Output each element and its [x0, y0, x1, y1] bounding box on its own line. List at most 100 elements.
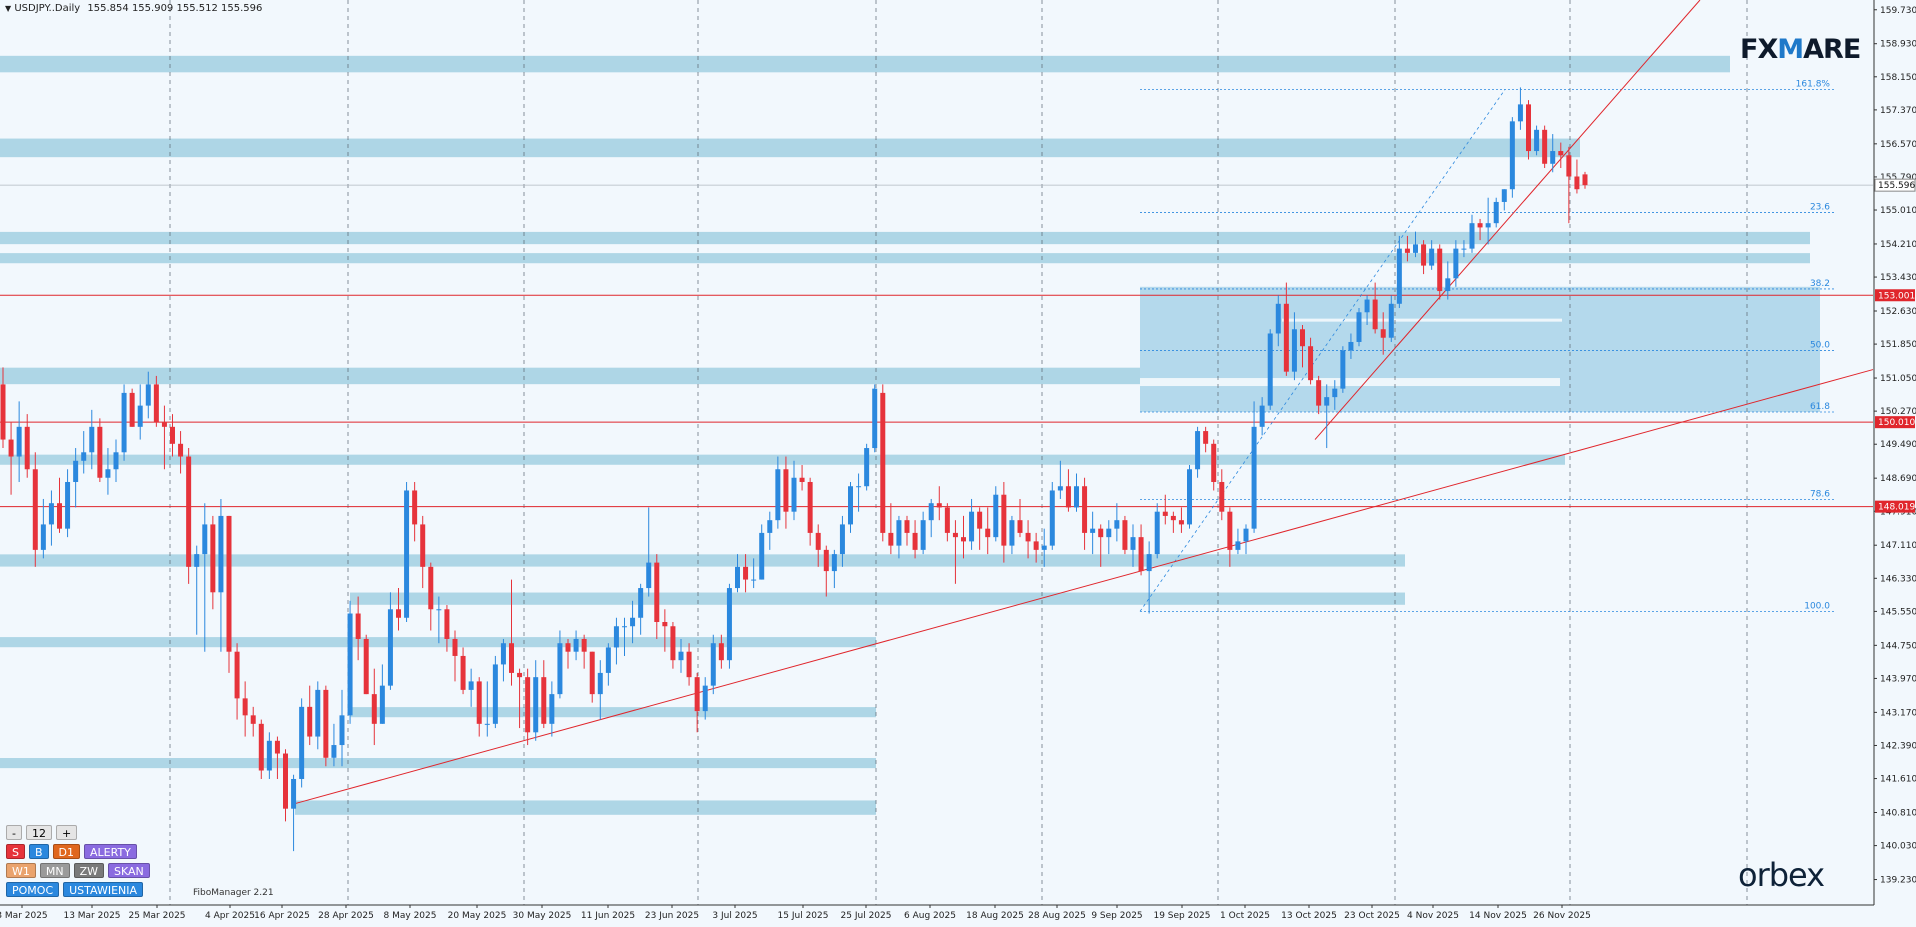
candle-body	[32, 469, 38, 550]
candle-body	[1082, 486, 1088, 533]
candle-body	[1211, 443, 1217, 482]
zone-band	[0, 454, 1565, 465]
fib-level-label: 38.2	[1810, 279, 1830, 289]
control-button-pomoc[interactable]: POMOC	[6, 882, 60, 897]
candle-body	[40, 524, 46, 550]
candle-body	[1106, 528, 1112, 538]
control-panel: - 12 + S B D1 ALERTY W1 MN ZW SKAN POMOC USTAWI…	[6, 825, 150, 897]
minus-button[interactable]: -	[6, 825, 22, 840]
candle-body	[1485, 223, 1491, 228]
y-tick-label: 157.370	[1880, 106, 1916, 116]
candle-body	[404, 490, 410, 618]
candle-body	[412, 490, 418, 525]
candle-body	[1114, 520, 1120, 529]
candle-body	[371, 694, 377, 724]
control-button-ustawienia[interactable]: USTAWIENIA	[63, 882, 144, 897]
candle-body	[315, 689, 321, 737]
candle-body	[1227, 511, 1233, 550]
x-tick-label: 18 Aug 2025	[966, 911, 1024, 921]
y-tick-label: 142.390	[1880, 741, 1916, 751]
candle-body	[1550, 151, 1556, 164]
candle-body	[65, 481, 71, 529]
candle-body	[581, 638, 587, 652]
candle-body	[1501, 189, 1507, 202]
candle-body	[1243, 528, 1249, 542]
candle-body	[1041, 545, 1047, 550]
candle-body	[1154, 511, 1160, 555]
candle-body	[605, 647, 611, 673]
control-button-zw[interactable]: ZW	[73, 863, 105, 878]
candle-body	[985, 528, 991, 538]
control-button-b[interactable]: B	[28, 844, 49, 859]
candle-body	[1372, 299, 1378, 330]
x-tick-label: 26 Nov 2025	[1533, 911, 1591, 921]
collapse-triangle-icon[interactable]: ▼	[5, 4, 12, 13]
candle-body	[226, 515, 232, 652]
candle-body	[1477, 223, 1483, 228]
candle-body	[1291, 329, 1297, 372]
candle-body	[1421, 244, 1427, 266]
y-tick-label: 147.110	[1880, 541, 1916, 551]
control-button-d1[interactable]: D1	[52, 844, 80, 859]
candle-body	[210, 524, 216, 593]
fxmare-left: FX	[1740, 34, 1778, 65]
candle-body	[1404, 248, 1410, 253]
candle-body	[638, 588, 644, 618]
candle-body	[1413, 244, 1418, 253]
candle-body	[218, 515, 224, 593]
y-tick-label: 158.930	[1880, 40, 1916, 50]
candle-body	[1300, 329, 1305, 347]
x-tick-label: 9 Sep 2025	[1091, 911, 1142, 921]
control-button-mn[interactable]: MN	[39, 863, 70, 878]
control-button-w1[interactable]: W1	[6, 863, 36, 878]
fib-level-label: 78.6	[1810, 489, 1830, 499]
candle-body	[1534, 129, 1540, 152]
candle-body	[928, 503, 934, 521]
candle-body	[420, 524, 426, 567]
y-tick-label: 144.750	[1880, 641, 1916, 651]
candle-body	[904, 520, 910, 533]
x-tick-label: 13 Oct 2025	[1281, 911, 1337, 921]
plus-button[interactable]: +	[56, 825, 78, 840]
zone-band	[0, 758, 876, 769]
y-tick-label: 155.790	[1880, 173, 1916, 183]
control-button-skan[interactable]: SKAN	[108, 863, 150, 878]
candle-body	[710, 643, 716, 686]
x-tick-label: 4 Apr 2025	[205, 911, 255, 921]
y-tick-label: 151.850	[1880, 340, 1916, 350]
x-tick-label: 28 Aug 2025	[1028, 911, 1086, 921]
control-button-s[interactable]: S	[6, 844, 25, 859]
candle-body	[726, 588, 732, 661]
y-tick-label: 139.230	[1880, 876, 1916, 886]
candle-body	[1074, 486, 1079, 508]
candle-body	[1162, 511, 1168, 516]
x-tick-label: 3 Jul 2025	[712, 911, 757, 921]
candle-body	[541, 677, 547, 724]
fib-level-label: 161.8%	[1796, 80, 1831, 90]
y-tick-label: 158.150	[1880, 73, 1916, 83]
candle-body	[258, 723, 264, 771]
x-tick-label: 25 Mar 2025	[128, 911, 185, 921]
candle-body	[1195, 431, 1201, 470]
x-tick-label: 3 Mar 2025	[0, 911, 48, 921]
candle-body	[1057, 486, 1063, 491]
zone-band	[350, 707, 876, 718]
candle-body	[161, 422, 167, 427]
candle-body	[323, 689, 329, 758]
candle-body	[1065, 486, 1071, 508]
candle-body	[355, 613, 361, 639]
count-field[interactable]: 12	[26, 825, 52, 840]
y-tick-label: 152.630	[1880, 307, 1916, 317]
y-tick-label: 140.030	[1880, 842, 1916, 852]
candle-body	[799, 477, 805, 482]
zone-band	[0, 231, 1810, 245]
candle-body	[1574, 176, 1580, 190]
ohlc-values: 155.854 155.909 155.512 155.596	[87, 3, 263, 14]
candle-body	[339, 715, 345, 746]
candle-body	[1453, 248, 1459, 279]
x-tick-label: 25 Jul 2025	[841, 911, 892, 921]
indicator-label: FiboManager 2.21	[193, 888, 274, 898]
control-button-alerty[interactable]: ALERTY	[84, 844, 137, 859]
